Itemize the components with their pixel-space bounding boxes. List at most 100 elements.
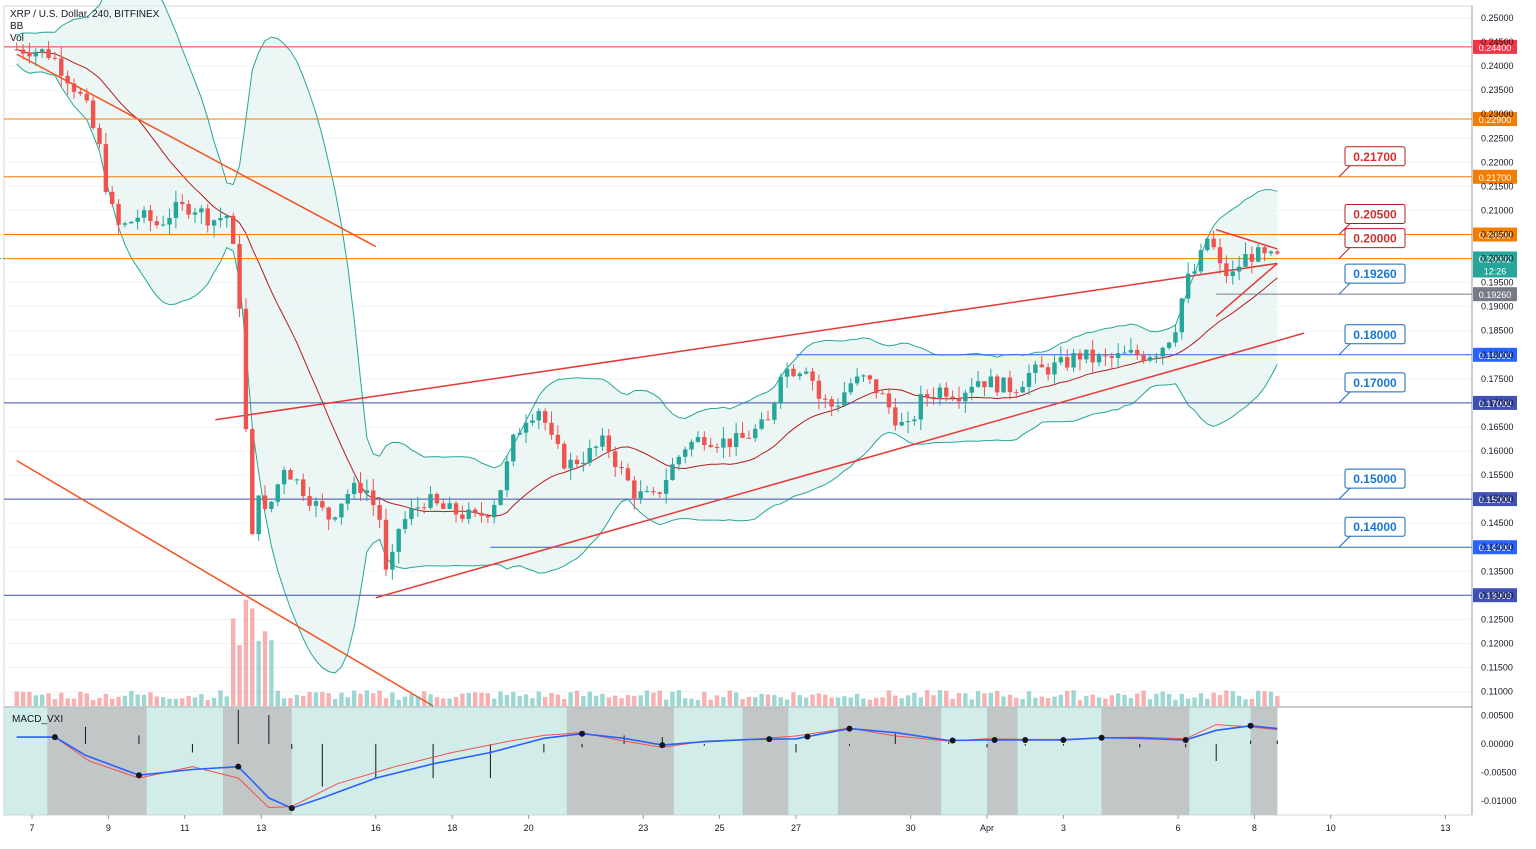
volume-bar xyxy=(1014,697,1019,706)
volume-bar xyxy=(1007,694,1013,706)
macd-label: MACD_VXI xyxy=(12,714,63,725)
candle-body xyxy=(568,459,573,469)
volume-bar xyxy=(129,690,134,706)
volume-bar xyxy=(1033,697,1038,706)
callout-label: 0.20500 xyxy=(1353,208,1397,222)
volume-bar xyxy=(135,694,140,706)
trend-line xyxy=(16,459,434,707)
candle-body xyxy=(988,376,994,388)
volume-bar xyxy=(453,697,459,706)
candle-body xyxy=(982,381,987,388)
volume-bar xyxy=(173,698,179,706)
level-tag xyxy=(1473,588,1517,603)
macd-pane xyxy=(4,707,1278,815)
candle-body xyxy=(173,201,179,218)
candle-body xyxy=(1275,251,1280,254)
volume-bar xyxy=(301,695,306,706)
macd-dot xyxy=(288,805,295,812)
volume-bar xyxy=(103,693,109,706)
candle-body xyxy=(1141,355,1146,361)
volume-bar xyxy=(492,698,497,706)
candle-body xyxy=(632,480,637,499)
vol-legend[interactable]: Vol xyxy=(10,33,24,44)
candle-body xyxy=(434,494,440,504)
candle-body xyxy=(1077,353,1083,360)
price-callouts: 0.21700 0.20500 0.20000 0.19260 0.18000 0.170… xyxy=(1338,146,1406,548)
candle-body xyxy=(20,49,26,54)
volume-bar xyxy=(396,699,401,706)
volume-bar xyxy=(460,693,465,706)
volume-bar xyxy=(211,697,217,706)
candle-body xyxy=(472,509,478,513)
level-tag-label: 0.13003 xyxy=(1479,591,1512,601)
candle-body xyxy=(549,422,554,435)
candle-body xyxy=(956,398,962,402)
volume-bar xyxy=(606,697,612,706)
volume-bar xyxy=(160,697,166,706)
volume-bar xyxy=(651,692,656,706)
volume-bar xyxy=(568,692,573,706)
bb-legend[interactable]: BB xyxy=(10,21,24,32)
callout-box xyxy=(1344,468,1406,489)
volume-bar xyxy=(14,691,19,706)
time-tick-label: 20 xyxy=(524,823,534,833)
time-tick-label: 27 xyxy=(791,823,801,833)
volume-bar xyxy=(1154,693,1159,706)
candle-body xyxy=(867,375,873,380)
volume-bar xyxy=(1084,695,1089,706)
volume-bar xyxy=(1179,693,1185,706)
macd-dot xyxy=(804,733,811,740)
candle-body xyxy=(918,394,923,420)
candle-body xyxy=(65,75,70,84)
candle-body xyxy=(402,519,408,529)
macd-tick-label: -0.01000 xyxy=(1481,796,1517,806)
volume-bar xyxy=(1268,691,1274,706)
volume-bar xyxy=(269,640,274,706)
volume-bar xyxy=(1065,690,1070,706)
symbol-title[interactable]: XRP / U.S. Dollar, 240, BITFINEX xyxy=(10,9,160,20)
candle-body xyxy=(555,434,561,444)
level-tag-label: 0.22900 xyxy=(1479,115,1512,125)
callout-pointer xyxy=(1338,534,1352,548)
candle-body xyxy=(803,371,809,374)
volume-bar xyxy=(867,699,873,706)
callout-label: 0.19260 xyxy=(1353,267,1397,281)
level-tag xyxy=(1473,39,1517,54)
candle-body xyxy=(523,422,529,433)
candle-body xyxy=(574,459,580,465)
volume-bar xyxy=(969,699,974,706)
time-axis[interactable]: 7 9 11 13 16 18 20 23 25 27 30 Apr 3 6 8 10 13 xyxy=(29,815,1450,833)
macd-dot xyxy=(135,772,142,779)
price-axis[interactable]: 0.24400 0.22900 0.21700 0.20500 0.20000 0.192… xyxy=(1471,6,1517,815)
candle-body xyxy=(421,507,427,509)
price-tick-label: 0.19500 xyxy=(1481,278,1514,288)
candle-body xyxy=(721,438,726,448)
volume-bar xyxy=(511,692,516,706)
volume-bar xyxy=(835,697,841,706)
candle-body xyxy=(1052,362,1057,375)
volume-bar xyxy=(1090,694,1095,706)
volume-bar xyxy=(1052,696,1057,706)
candle-body xyxy=(1217,247,1223,264)
candle-body xyxy=(148,210,153,222)
volume-bar xyxy=(371,693,376,706)
candle-body xyxy=(638,491,643,499)
volume-bar xyxy=(1115,693,1121,706)
level-tag-label: 0.17000 xyxy=(1479,399,1512,409)
candle-body xyxy=(1033,364,1038,373)
volume-bar xyxy=(97,697,102,706)
volume-bar xyxy=(562,699,567,706)
candle-body xyxy=(765,419,771,421)
time-tick-label: 23 xyxy=(638,823,648,833)
candle-body xyxy=(689,441,694,450)
price-tick-label: 0.13000 xyxy=(1481,590,1514,600)
callout-box xyxy=(1344,146,1406,167)
callout-label: 0.15000 xyxy=(1353,472,1397,486)
candle-body xyxy=(746,437,752,439)
candle-body xyxy=(695,437,701,442)
candle-body xyxy=(460,514,465,519)
candle-body xyxy=(937,387,943,398)
volume-bar xyxy=(905,695,911,706)
candle-body xyxy=(71,83,77,92)
